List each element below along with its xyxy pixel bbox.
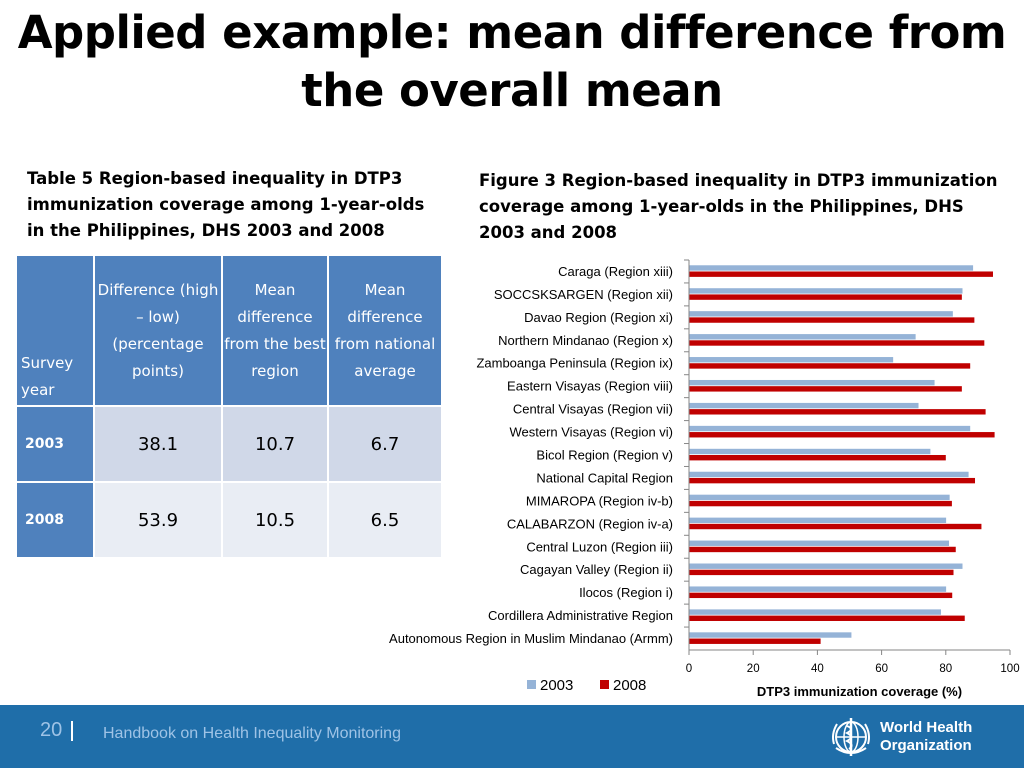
x-tick-label: 100 — [1000, 663, 1019, 675]
bar-2008 — [689, 546, 956, 553]
category-label: Central Luzon (Region iii) — [526, 539, 673, 554]
bar-2003 — [689, 402, 919, 409]
who-line-2: Organization — [880, 737, 972, 754]
bar-2008 — [689, 569, 954, 576]
category-label: SOCCSKSARGEN (Region xii) — [494, 287, 673, 302]
header-difference: Difference (high – low) (percentage poin… — [94, 256, 223, 407]
bar-2003 — [689, 334, 916, 340]
category-label: Cagayan Valley (Region ii) — [520, 562, 673, 577]
bar-2003 — [689, 471, 969, 478]
table-header-row: Survey year Difference (high – low) (per… — [17, 256, 443, 407]
row-mean-best: 10.7 — [222, 406, 329, 483]
x-tick-label: 40 — [811, 663, 824, 675]
category-label: Eastern Visayas (Region viii) — [507, 379, 673, 394]
category-label: Western Visayas (Region vi) — [509, 425, 673, 440]
bar-2008 — [689, 409, 986, 415]
bar-2003 — [689, 632, 852, 638]
category-label: Central Visayas (Region vii) — [513, 402, 673, 417]
bar-2003 — [689, 425, 971, 432]
figure-caption: Figure 3 Region-based inequality in DTP3… — [479, 171, 998, 242]
category-label: Cordillera Administrative Region — [488, 608, 673, 623]
slide-title-line-1: Applied example: mean difference from — [17, 6, 1007, 59]
table-row: 2003 38.1 10.7 6.7 — [17, 406, 443, 483]
category-label: Autonomous Region in Muslim Mindanao (Ar… — [389, 631, 673, 646]
bar-2003 — [689, 265, 974, 271]
bar-2003 — [689, 288, 963, 294]
category-label: Davao Region (Region xi) — [524, 310, 673, 325]
bar-2003 — [689, 494, 950, 501]
x-tick-label: 60 — [875, 663, 888, 675]
bar-2008 — [689, 523, 982, 530]
who-wordmark: World Health Organization — [880, 719, 972, 755]
category-label: Northern Mindanao (Region x) — [498, 333, 673, 348]
legend-swatch-2003 — [527, 680, 536, 689]
category-label: National Capital Region — [536, 470, 673, 485]
x-axis-title: DTP3 immunization coverage (%) — [757, 684, 962, 699]
category-label: Caraga (Region xiii) — [558, 264, 673, 279]
handbook-title: Handbook on Health Inequality Monitoring — [103, 725, 401, 742]
bar-2008 — [689, 363, 971, 369]
header-mean-national-average: Mean difference from national average — [328, 256, 443, 407]
category-label: Bicol Region (Region v) — [536, 448, 673, 463]
bar-2003 — [689, 609, 941, 615]
footer-bar: 20 Handbook on Health Inequality Monitor… — [0, 705, 1024, 768]
page-divider — [71, 721, 73, 741]
bar-2003 — [689, 357, 894, 363]
row-year: 2008 — [17, 482, 95, 559]
slide-title: Applied example: mean difference from th… — [0, 4, 1024, 120]
bar-2008 — [689, 340, 985, 346]
bar-2003 — [689, 540, 950, 546]
bar-2008 — [689, 455, 946, 461]
row-mean-national: 6.5 — [328, 482, 443, 559]
bar-2003 — [689, 311, 953, 317]
bar-2003 — [689, 563, 963, 569]
category-label: MIMAROPA (Region iv-b) — [526, 493, 673, 508]
row-mean-national: 6.7 — [328, 406, 443, 483]
legend-label-2003: 2003 — [540, 677, 573, 694]
bar-2008 — [689, 477, 976, 484]
row-difference: 53.9 — [94, 482, 223, 559]
inequality-table: Survey year Difference (high – low) (per… — [17, 256, 443, 559]
bar-2003 — [689, 379, 935, 386]
slide-title-line-2: the overall mean — [301, 64, 723, 117]
category-label: Zamboanga Peninsula (Region ix) — [476, 356, 673, 371]
bar-2003 — [689, 586, 947, 592]
category-label: CALABARZON (Region iv-a) — [507, 516, 673, 531]
bar-2008 — [689, 271, 993, 277]
coverage-bar-chart: Caraga (Region xiii) SOCCSKSARGEN (Region… — [389, 259, 1020, 699]
row-year: 2003 — [17, 406, 95, 483]
bar-2008 — [689, 615, 965, 621]
header-survey-year: Survey year — [17, 256, 95, 407]
header-mean-best-region: Mean difference from the best region — [222, 256, 329, 407]
table-caption: Table 5 Region-based inequality in DTP3 … — [27, 169, 425, 240]
bar-2008 — [689, 386, 962, 392]
bar-2003 — [689, 448, 931, 455]
x-tick-label: 20 — [747, 663, 760, 675]
table-row: 2008 53.9 10.5 6.5 — [17, 482, 443, 559]
bar-2008 — [689, 432, 995, 438]
who-line-1: World Health — [880, 719, 973, 736]
page-number: 20 — [40, 719, 63, 741]
bar-2008 — [689, 592, 953, 599]
x-tick-label: 0 — [686, 663, 692, 675]
bar-2008 — [689, 317, 975, 323]
legend-label-2008: 2008 — [613, 677, 646, 694]
legend-swatch-2008 — [600, 680, 609, 689]
row-difference: 38.1 — [94, 406, 223, 483]
bar-2008 — [689, 638, 821, 644]
bar-2008 — [689, 294, 962, 300]
who-emblem-icon — [832, 718, 870, 756]
bar-2003 — [689, 517, 947, 524]
category-label: Ilocos (Region i) — [579, 585, 673, 600]
row-mean-best: 10.5 — [222, 482, 329, 559]
bar-2008 — [689, 500, 952, 507]
x-tick-label: 80 — [939, 663, 952, 675]
who-logo: World Health Organization — [828, 711, 1018, 763]
